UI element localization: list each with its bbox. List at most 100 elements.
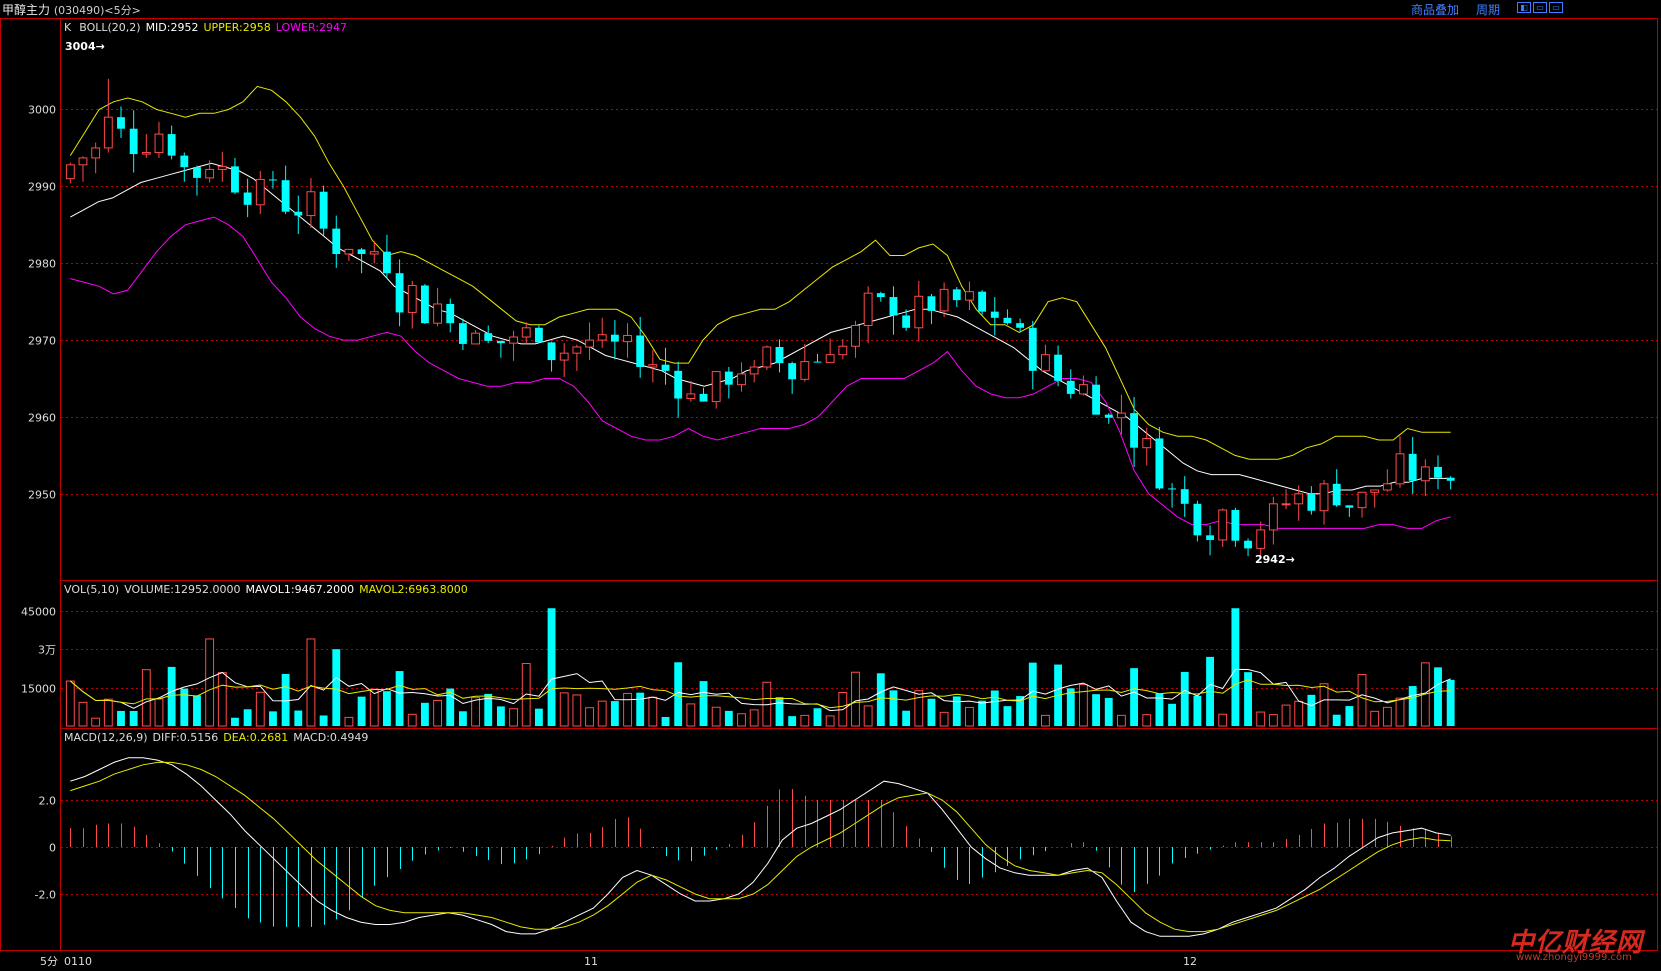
- x-axis-period-label: 5分: [40, 955, 58, 968]
- volume-bars[interactable]: [65, 608, 1455, 727]
- candle-body: [141, 152, 151, 155]
- candle-body: [294, 211, 303, 216]
- boll-bands: [69, 85, 1451, 529]
- candle-body: [332, 228, 341, 254]
- candle-up: [1268, 496, 1278, 545]
- candle-down: [927, 293, 936, 324]
- maximize-icon[interactable]: ▭: [1533, 2, 1547, 13]
- volume-bar: [648, 696, 658, 727]
- candle-down: [775, 339, 784, 373]
- overlay-button[interactable]: 商品叠加: [1411, 3, 1460, 17]
- candle-down: [1104, 413, 1113, 424]
- candle-body: [344, 248, 354, 255]
- candle-body: [1231, 509, 1240, 541]
- candlestick-series[interactable]: [65, 78, 1455, 559]
- title-bar: 甲醇主力 (030490)<5分> 商品叠加 周期 ◧ ▭ ▭: [0, 0, 1661, 18]
- volume-y-tick: 15000: [21, 683, 56, 696]
- volume-bar: [749, 709, 759, 727]
- candle-body: [1218, 509, 1228, 541]
- volume-bar: [231, 717, 239, 726]
- candle-body: [965, 291, 974, 301]
- macd-y-tick: 2.0: [39, 795, 57, 808]
- candle-down: [193, 165, 201, 196]
- volume-bar: [1142, 714, 1152, 727]
- volume-bar: [344, 716, 354, 727]
- candle-up: [255, 170, 265, 215]
- macd-y-tick: 0: [49, 842, 56, 855]
- volume-bar: [1041, 714, 1050, 727]
- candle-body: [306, 191, 316, 217]
- candle-down: [1206, 525, 1214, 556]
- watermark-brand: 中亿财经网: [1508, 928, 1644, 958]
- instrument-title: 甲醇主力 (030490)<5分>: [2, 1, 141, 18]
- candle-up: [141, 134, 151, 158]
- candle-down: [180, 152, 189, 182]
- volume-bar: [167, 666, 176, 726]
- candle-down: [1003, 309, 1012, 325]
- candle-down: [1155, 426, 1164, 490]
- candle-up: [648, 350, 658, 383]
- candle-down: [382, 234, 391, 279]
- candle-up: [1218, 508, 1228, 547]
- volume-bar: [800, 714, 810, 727]
- candle-down: [281, 165, 290, 215]
- candle-body: [978, 291, 987, 312]
- volume-bar: [990, 690, 999, 726]
- kline-y-tick: 2970: [28, 335, 56, 348]
- volume-legend: VOL(5,10) VOLUME:12952.0000 MAVOL1:9467.20…: [64, 583, 468, 596]
- volume-bar: [674, 662, 683, 726]
- volume-bar: [1268, 714, 1278, 727]
- candle-body: [281, 180, 290, 212]
- candle-up: [623, 323, 632, 358]
- volume-bar: [217, 672, 227, 727]
- candle-down: [534, 325, 543, 344]
- high-annotation: 3004→: [65, 40, 105, 53]
- volume-bar: [788, 716, 797, 726]
- candle-body: [876, 293, 885, 298]
- candle-body: [484, 333, 493, 341]
- candle-down: [231, 157, 239, 195]
- candle-body: [496, 340, 505, 344]
- volume-bar: [458, 711, 467, 726]
- volume-bar: [876, 673, 885, 726]
- grid-lines: [61, 109, 1657, 895]
- candle-body: [193, 167, 201, 178]
- volume-bar: [1382, 706, 1392, 727]
- candle-down: [1332, 469, 1341, 507]
- volume-bar: [1130, 668, 1139, 726]
- restore-icon[interactable]: ◧: [1517, 2, 1531, 13]
- candle-body: [205, 168, 215, 179]
- candle-down: [636, 317, 645, 378]
- chart-area[interactable]: 3000 2990 2980 2970 2960 2950 45000 3万 15000 2.0 0…: [0, 18, 1661, 971]
- volume-bar: [585, 707, 594, 727]
- candle-up: [471, 330, 480, 345]
- candle-down: [661, 347, 670, 385]
- boll-mid-line: [70, 162, 1451, 495]
- volume-bar: [1092, 694, 1101, 726]
- y-axis-frame: [0, 18, 61, 951]
- volume-bar: [395, 671, 404, 726]
- candle-up: [711, 370, 721, 409]
- candle-body: [1294, 493, 1304, 505]
- candle-body: [1408, 453, 1417, 481]
- candle-body: [636, 335, 645, 367]
- candle-body: [1370, 489, 1380, 493]
- volume-bar: [559, 692, 569, 727]
- volume-bar: [1028, 662, 1037, 726]
- candle-body: [572, 346, 582, 354]
- candle-up: [407, 280, 417, 329]
- candle-up: [1357, 491, 1367, 518]
- candle-body: [382, 251, 391, 274]
- cycle-button[interactable]: 周期: [1476, 3, 1501, 17]
- volume-bar: [978, 700, 987, 726]
- candle-body: [357, 249, 366, 254]
- macd-histogram[interactable]: [70, 789, 1452, 927]
- volume-bar: [1434, 667, 1442, 726]
- volume-bar: [939, 711, 949, 727]
- volume-bar: [1307, 694, 1316, 726]
- candle-down: [889, 286, 898, 335]
- volume-bar: [433, 699, 443, 727]
- volume-bar: [1408, 686, 1417, 726]
- candle-body: [1028, 327, 1037, 371]
- close-icon[interactable]: ▭: [1549, 2, 1563, 13]
